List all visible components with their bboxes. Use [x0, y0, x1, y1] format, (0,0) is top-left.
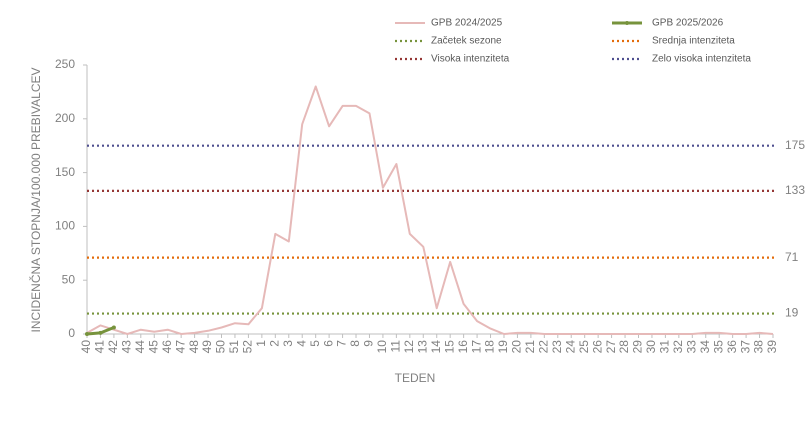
- x-tick-label: 5: [308, 340, 322, 347]
- y-tick-label: 0: [68, 326, 75, 340]
- legend-label: GPB 2025/2026: [652, 18, 724, 29]
- x-tick-label: 52: [241, 340, 255, 354]
- y-tick-label: 100: [55, 219, 75, 233]
- x-tick-label: 31: [658, 340, 672, 354]
- y-tick-label: 250: [55, 57, 75, 71]
- point: [85, 332, 89, 336]
- x-tick-label: 43: [120, 340, 134, 354]
- y-tick-label: 200: [55, 111, 75, 125]
- x-tick-label: 45: [146, 340, 160, 354]
- threshold-label: 133: [785, 183, 805, 197]
- x-tick-label: 40: [79, 340, 93, 354]
- legend-label: Zelo visoka intenziteta: [652, 54, 751, 65]
- x-tick-label: 17: [469, 340, 483, 354]
- x-tick-label: 42: [106, 340, 120, 354]
- x-tick-label: 20: [510, 340, 524, 354]
- y-axis-label: INCIDENČNA STOPNJA/100.000 PREBIVALCEV: [28, 68, 43, 333]
- x-tick-label: 24: [563, 340, 577, 354]
- x-tick-label: 28: [617, 340, 631, 354]
- x-tick-label: 21: [523, 340, 537, 354]
- x-tick-label: 39: [765, 340, 779, 354]
- x-tick-label: 41: [93, 340, 107, 354]
- x-tick-label: 32: [671, 340, 685, 354]
- legend-label: GPB 2024/2025: [431, 18, 503, 29]
- x-tick-label: 23: [550, 340, 564, 354]
- x-tick-label: 3: [281, 340, 295, 347]
- x-tick-label: 1: [254, 340, 268, 347]
- point: [111, 325, 116, 330]
- x-tick-label: 36: [725, 340, 739, 354]
- x-tick-label: 25: [577, 340, 591, 354]
- threshold-label: 71: [785, 250, 799, 264]
- x-tick-label: 16: [456, 340, 470, 354]
- x-tick-label: 6: [321, 340, 335, 347]
- x-tick-label: 15: [442, 340, 456, 354]
- x-tick-label: 37: [738, 340, 752, 354]
- legend-marker: [625, 21, 629, 25]
- x-tick-label: 27: [604, 340, 618, 354]
- x-tick-label: 29: [631, 340, 645, 354]
- x-tick-label: 9: [362, 340, 376, 347]
- x-tick-label: 38: [752, 340, 766, 354]
- x-tick-label: 19: [496, 340, 510, 354]
- legend-label: Začetek sezone: [431, 36, 502, 47]
- x-tick-label: 34: [698, 340, 712, 354]
- threshold-label: 19: [785, 306, 799, 320]
- y-tick-label: 50: [62, 272, 76, 286]
- point: [98, 330, 103, 335]
- x-tick-label: 22: [537, 340, 551, 354]
- x-tick-label: 33: [684, 340, 698, 354]
- y-tick-label: 150: [55, 165, 75, 179]
- legend-label: Srednja intenziteta: [652, 36, 735, 47]
- x-tick-label: 13: [415, 340, 429, 354]
- x-axis-label: TEDEN: [395, 371, 436, 385]
- legend-label: Visoka intenziteta: [431, 54, 510, 65]
- x-tick-label: 10: [375, 340, 389, 354]
- x-tick-label: 11: [389, 340, 403, 353]
- x-tick-label: 2: [267, 340, 281, 347]
- x-tick-label: 49: [200, 340, 214, 354]
- x-tick-label: 7: [335, 340, 349, 347]
- x-tick-label: 26: [590, 340, 604, 354]
- threshold-label: 175: [785, 138, 805, 152]
- x-tick-label: 18: [483, 340, 497, 354]
- series-line: [86, 85, 774, 335]
- x-tick-label: 44: [133, 340, 147, 354]
- x-tick-label: 14: [429, 340, 443, 354]
- x-tick-label: 8: [348, 340, 362, 347]
- x-tick-label: 47: [173, 340, 187, 354]
- x-tick-label: 4: [294, 340, 308, 347]
- x-tick-label: 30: [644, 340, 658, 354]
- x-tick-label: 35: [711, 340, 725, 354]
- x-tick-label: 12: [402, 340, 416, 354]
- x-tick-label: 46: [160, 340, 174, 354]
- x-tick-label: 50: [214, 340, 228, 354]
- x-tick-label: 48: [187, 340, 201, 354]
- x-tick-label: 51: [227, 340, 241, 354]
